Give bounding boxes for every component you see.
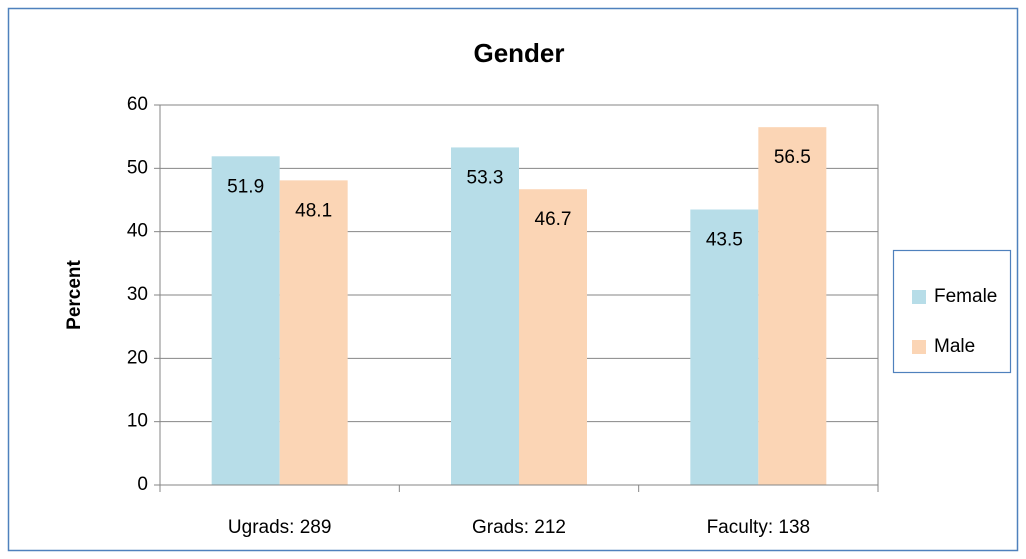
data-label: 46.7 <box>535 209 572 230</box>
bar <box>211 156 280 486</box>
legend-label: Female <box>934 286 997 307</box>
x-tick-label: Faculty: 138 <box>707 517 811 538</box>
legend-swatch <box>912 340 926 354</box>
y-tick-label: 10 <box>127 411 148 432</box>
data-label: 53.3 <box>467 167 504 188</box>
bar <box>279 180 348 485</box>
y-tick-label: 50 <box>127 157 148 178</box>
y-tick-label: 40 <box>127 221 148 242</box>
x-tick-label: Grads: 212 <box>472 517 566 538</box>
bar <box>690 209 759 485</box>
bar <box>758 127 827 486</box>
y-tick-label: 0 <box>137 474 148 495</box>
legend-swatch <box>912 290 926 304</box>
bar <box>519 189 587 485</box>
data-label: 56.5 <box>774 147 811 168</box>
bar <box>451 147 519 485</box>
y-tick-label: 30 <box>127 284 148 305</box>
y-axis-label: Percent <box>64 259 85 329</box>
x-tick-label: Ugrads: 289 <box>228 517 332 538</box>
chart-title: Gender <box>473 38 564 68</box>
y-tick-label: 60 <box>127 94 148 115</box>
data-label: 43.5 <box>706 230 743 251</box>
legend-label: Male <box>934 336 975 357</box>
data-label: 48.1 <box>295 200 332 221</box>
data-label: 51.9 <box>227 176 264 197</box>
y-tick-label: 20 <box>127 347 148 368</box>
